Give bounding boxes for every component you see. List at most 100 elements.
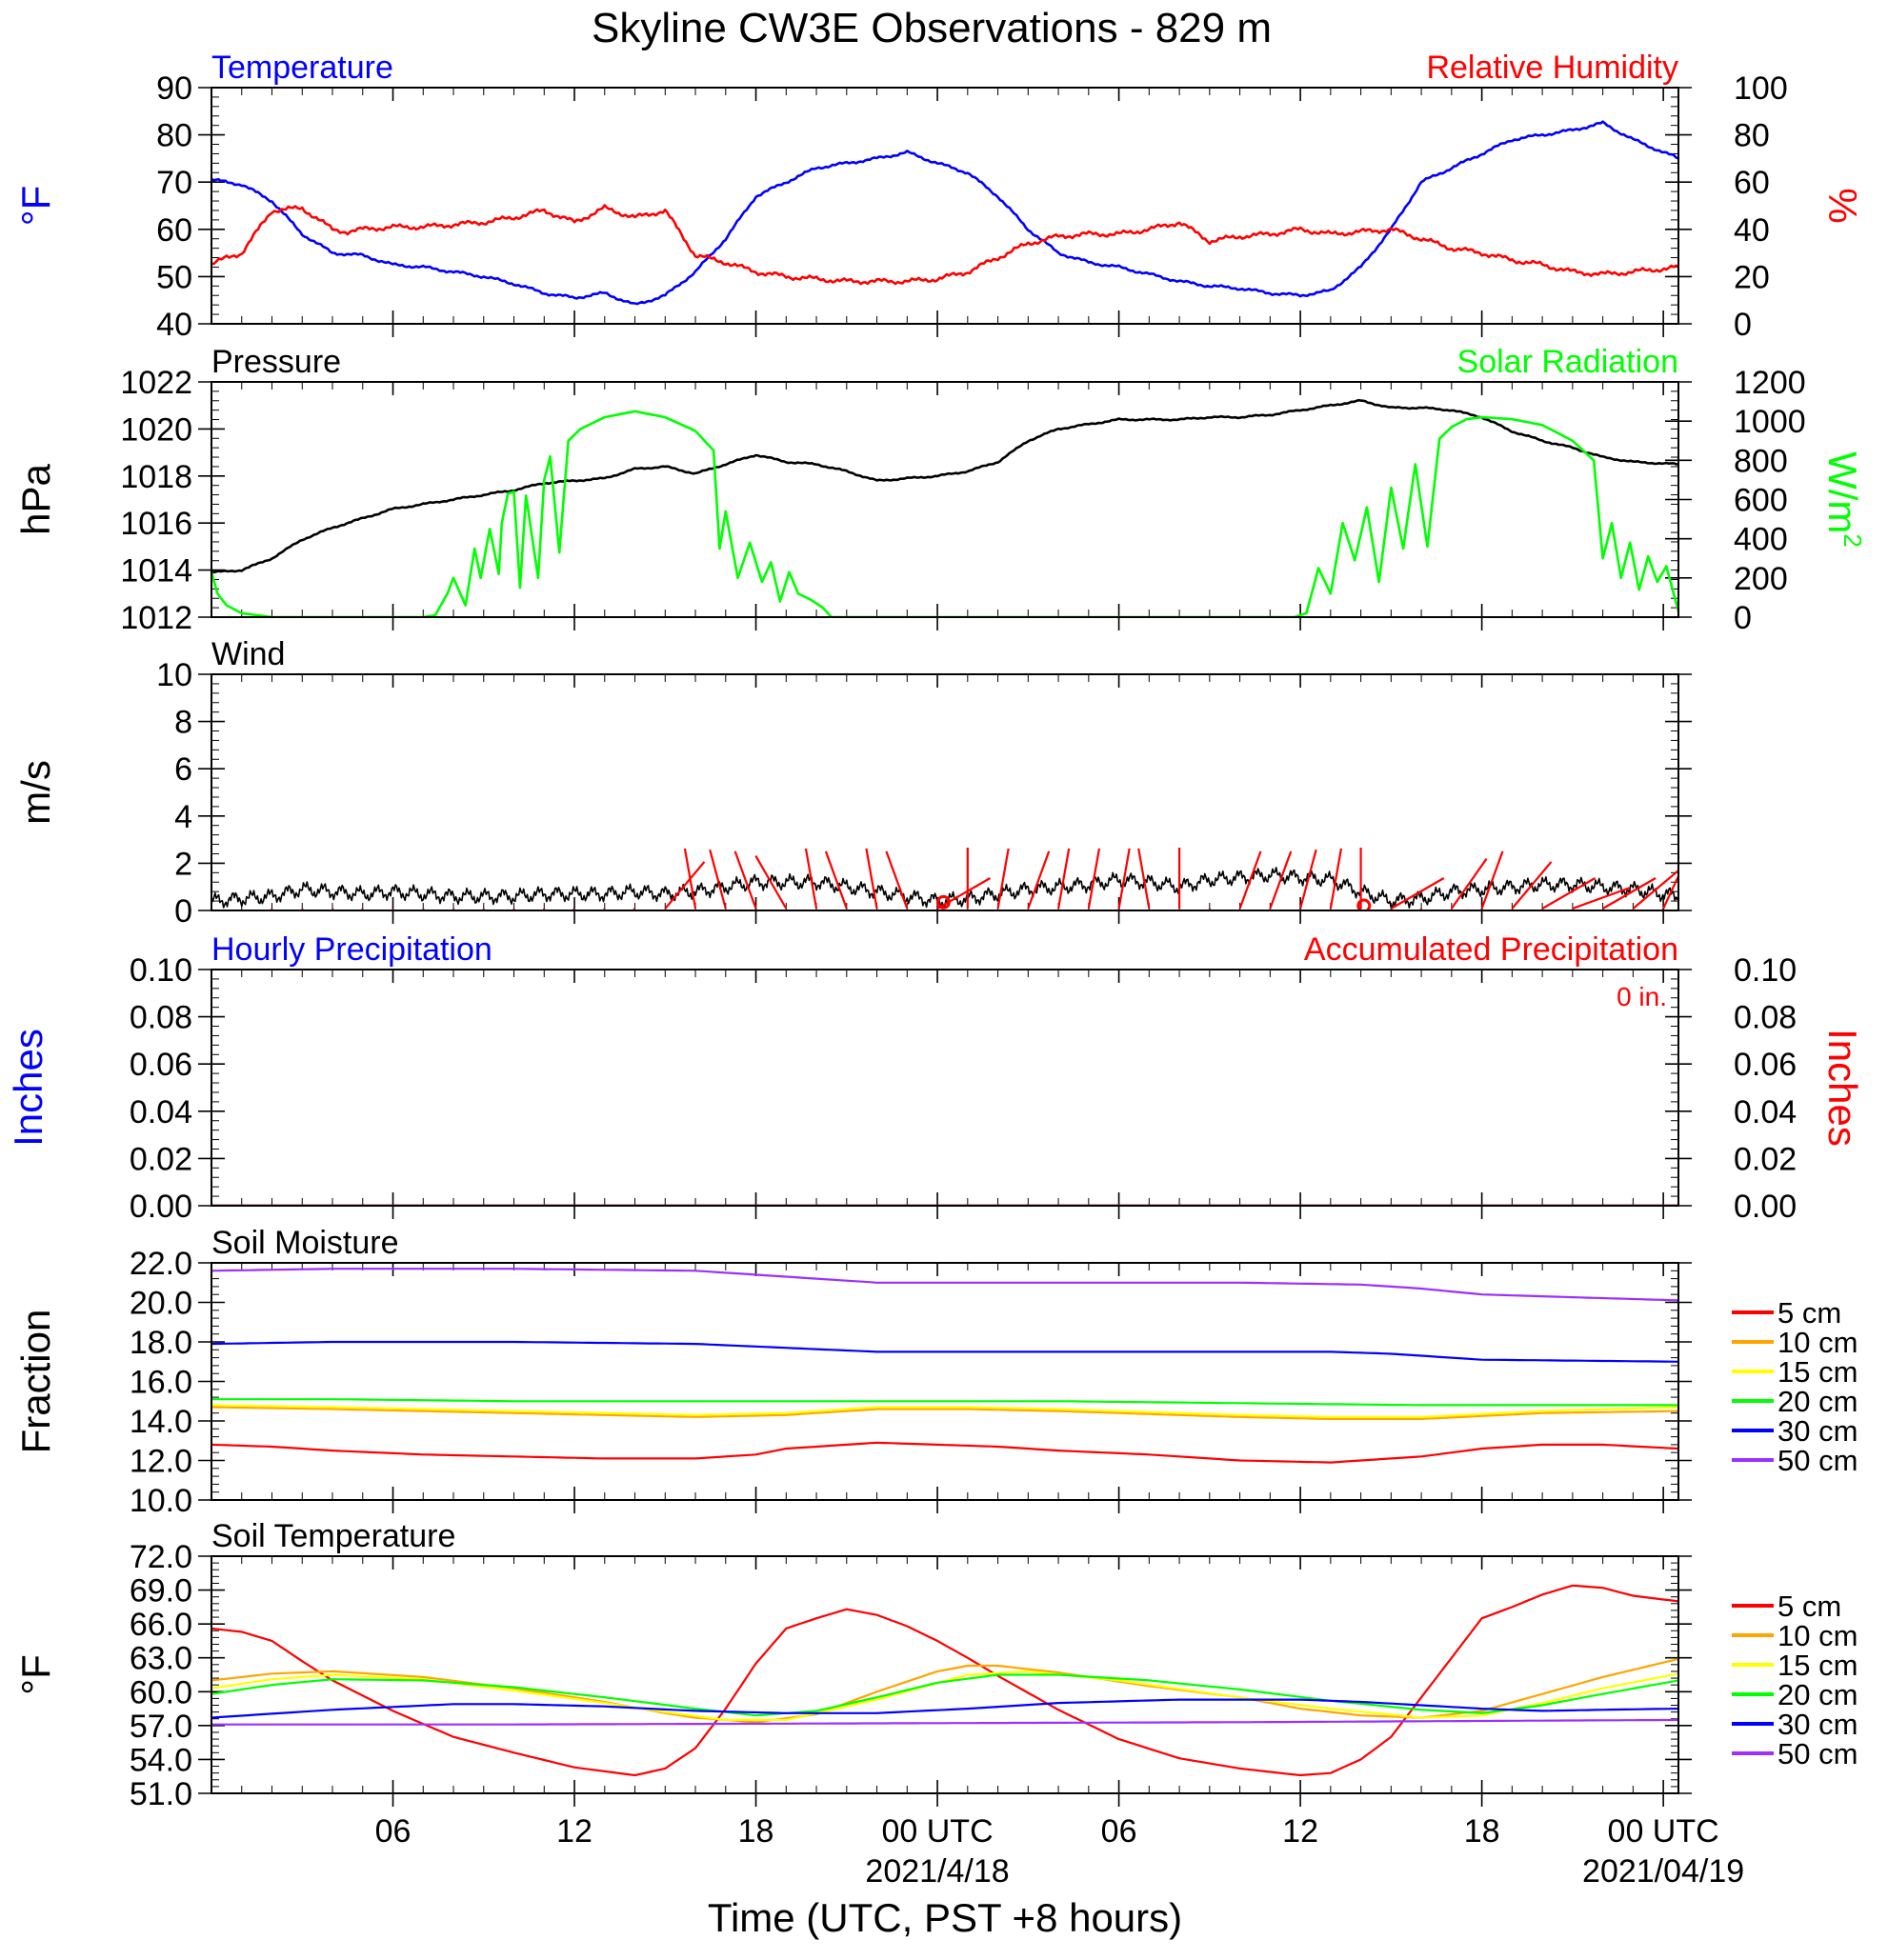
- wind-barb: [885, 850, 909, 910]
- wind-barb: [709, 849, 727, 910]
- plot-frame: [211, 673, 1679, 911]
- legend-label: 30 cm: [1778, 1414, 1858, 1448]
- y-tick-label-left: 0.02: [130, 1141, 192, 1177]
- calm-marker: [1356, 898, 1372, 910]
- y-tick-label-right: 0.00: [1734, 1189, 1797, 1225]
- x-tick-label: 12: [1282, 1813, 1318, 1850]
- y-tick-label-left: 0.10: [130, 952, 192, 989]
- panel-3: 0 2 4 6 8 10 Wind m/s: [13, 636, 1692, 930]
- series-line: [211, 410, 1678, 617]
- wind-barb: [865, 848, 878, 910]
- y-axis-label-left: °F: [13, 1654, 58, 1694]
- y-tick-label-left: 63.0: [130, 1641, 192, 1677]
- y-tick-label-left: 14.0: [130, 1404, 192, 1440]
- y-tick-label-left: 1020: [120, 411, 192, 448]
- wind-barb: [1632, 869, 1678, 910]
- wind-barb: [1056, 848, 1071, 910]
- y-tick-label-left: 18.0: [130, 1325, 192, 1361]
- y-tick-label-left: 0.00: [130, 1189, 192, 1225]
- y-tick-label-right: 600: [1734, 483, 1788, 519]
- series-line: [211, 204, 1678, 286]
- wind-barb: [1602, 877, 1657, 910]
- wind-barb: [1269, 850, 1293, 910]
- y-tick-label-left: 51.0: [130, 1776, 192, 1812]
- panel-1: 40 50 60 70 80 90 0 20 40 60 80 100 Temperature Relat…: [13, 50, 1865, 343]
- x-tick-label: 06: [1101, 1813, 1137, 1850]
- plot-frame: [211, 1262, 1679, 1501]
- y-tick-label-left: 1014: [120, 553, 192, 590]
- y-tick-label-left: 1022: [120, 365, 192, 401]
- y-tick-label-left: 80: [156, 118, 192, 154]
- y-tick-label-left: 0.06: [130, 1047, 192, 1083]
- y-tick-label-left: 8: [174, 705, 192, 741]
- y-tick-label-left: 2: [174, 846, 192, 882]
- plot-frame: [211, 381, 1679, 618]
- wind-barb: [936, 877, 992, 910]
- y-tick-label-left: 69.0: [130, 1573, 192, 1610]
- plot-area: [211, 848, 1678, 910]
- y-tick-label-left: 1016: [120, 506, 192, 542]
- series-line: [211, 867, 1678, 910]
- wind-barb: [1329, 848, 1343, 910]
- y-axis-label-left: m/s: [13, 760, 58, 825]
- y-axis-label-left: hPa: [13, 463, 58, 534]
- x-tick-label: 18: [1464, 1813, 1500, 1850]
- plot-frame: [211, 87, 1679, 325]
- wind-barb: [1238, 850, 1262, 910]
- y-tick-label-left: 10: [156, 657, 192, 693]
- plot-area: [211, 1584, 1678, 1777]
- y-tick-label-left: 1012: [120, 600, 192, 636]
- figure-title: Skyline CW3E Observations - 829 m: [592, 5, 1272, 51]
- panel-title-left: Pressure: [211, 344, 341, 380]
- wind-barb: [542, 908, 546, 910]
- y-tick-label-left: 90: [156, 70, 192, 107]
- time-axis-label: Time (UTC, PST +8 hours): [708, 1895, 1182, 1940]
- wind-barb: [1208, 908, 1212, 910]
- legend-label: 10 cm: [1778, 1326, 1858, 1359]
- wind-barb: [1137, 848, 1151, 910]
- legend-label: 30 cm: [1778, 1708, 1858, 1741]
- y-tick-label-right: 1200: [1734, 365, 1806, 401]
- y-tick-label-left: 60: [156, 212, 192, 249]
- y-tick-label-left: 40: [156, 307, 192, 343]
- y-tick-label-left: 16.0: [130, 1365, 192, 1401]
- series-line: [211, 1673, 1678, 1717]
- wind-barb: [602, 908, 606, 910]
- y-tick-label-left: 10.0: [130, 1483, 192, 1519]
- legend-label: 50 cm: [1778, 1444, 1858, 1477]
- y-tick-label-right: 0.10: [1734, 952, 1797, 989]
- y-tick-label-right: 0.04: [1734, 1094, 1797, 1130]
- y-tick-label-right: 0.06: [1734, 1047, 1797, 1083]
- y-axis-label-sup: 2: [1838, 533, 1867, 547]
- panel-title-left: Soil Moisture: [211, 1225, 399, 1261]
- y-tick-label-right: 80: [1734, 118, 1770, 154]
- series-line: [211, 1268, 1678, 1302]
- plot-area: [211, 398, 1678, 617]
- y-tick-label-left: 72.0: [130, 1539, 192, 1575]
- series-line: [211, 120, 1678, 306]
- wind-barb: [683, 848, 697, 910]
- y-axis-label-left: °F: [13, 186, 58, 226]
- y-axis-label-right: Inches: [1820, 1029, 1865, 1147]
- legend-label: 10 cm: [1778, 1619, 1858, 1652]
- panel-title-left: Temperature: [211, 50, 393, 86]
- series-line: [211, 1406, 1678, 1420]
- x-tick-label: 00 UTC: [881, 1813, 993, 1850]
- wind-barb: [1299, 849, 1317, 910]
- legend-label: 5 cm: [1778, 1296, 1841, 1330]
- legend-label: 5 cm: [1778, 1590, 1841, 1623]
- series-line: [211, 1584, 1678, 1777]
- y-tick-label-left: 54.0: [130, 1742, 192, 1778]
- x-tick-label: 12: [556, 1813, 593, 1850]
- y-tick-label-right: 60: [1734, 165, 1770, 201]
- y-tick-label-right: 40: [1734, 212, 1770, 249]
- legend-label: 15 cm: [1778, 1649, 1858, 1682]
- plot-frame: [211, 1555, 1679, 1794]
- plot-area: [211, 120, 1678, 306]
- y-tick-label-right: 1000: [1734, 404, 1806, 440]
- y-tick-label-left: 20.0: [130, 1286, 192, 1322]
- x-date-label: 2021/04/19: [1582, 1853, 1744, 1890]
- wind-barb: [1087, 848, 1101, 910]
